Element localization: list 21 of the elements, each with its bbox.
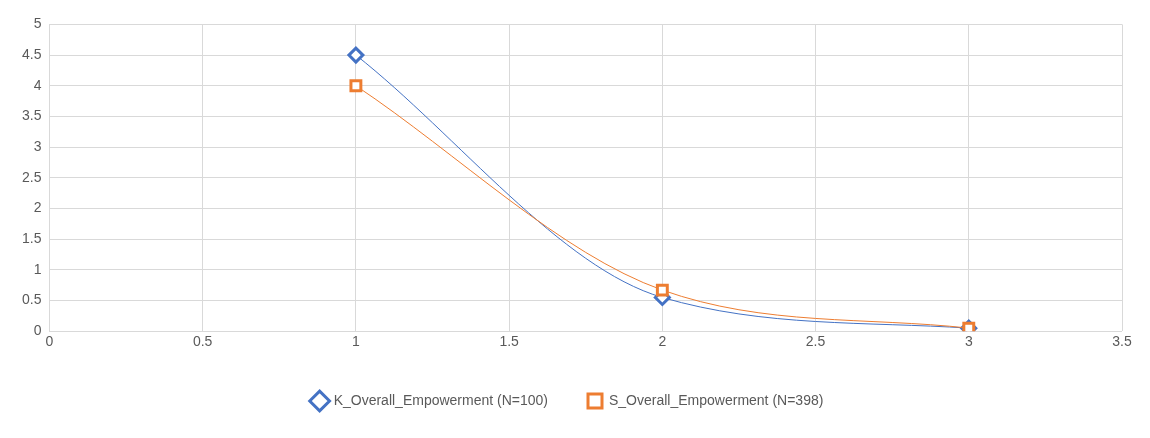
y-tick-label: 1 xyxy=(33,260,42,277)
x-tick-label: 2.5 xyxy=(805,333,826,350)
x-tick-label: 2 xyxy=(658,333,667,350)
y-tick-label: 2 xyxy=(33,199,42,216)
y-tick-label: 5 xyxy=(33,15,42,32)
x-tick-label: 1.5 xyxy=(499,333,520,350)
y-tick-label: 1.5 xyxy=(21,230,42,247)
y-tick-label: 4.5 xyxy=(21,45,42,62)
y-tick-label: 0 xyxy=(33,322,42,339)
y-tick-label: 3 xyxy=(33,137,42,154)
y-tick-label: 2.5 xyxy=(21,168,42,185)
legend-label: S_Overall_Empowerment (N=398) xyxy=(609,391,824,408)
x-tick-label: 0 xyxy=(45,333,54,350)
y-tick-label: 4 xyxy=(33,76,42,93)
x-tick-label: 3 xyxy=(964,333,973,350)
y-tick-label: 0.5 xyxy=(21,291,42,308)
x-tick-label: 1 xyxy=(352,333,360,350)
x-tick-label: 3.5 xyxy=(1112,333,1132,350)
y-tick-label: 3.5 xyxy=(21,107,42,124)
legend-label: K_Overall_Empowerment (N=100) xyxy=(333,391,549,408)
x-tick-label: 0.5 xyxy=(192,333,213,350)
